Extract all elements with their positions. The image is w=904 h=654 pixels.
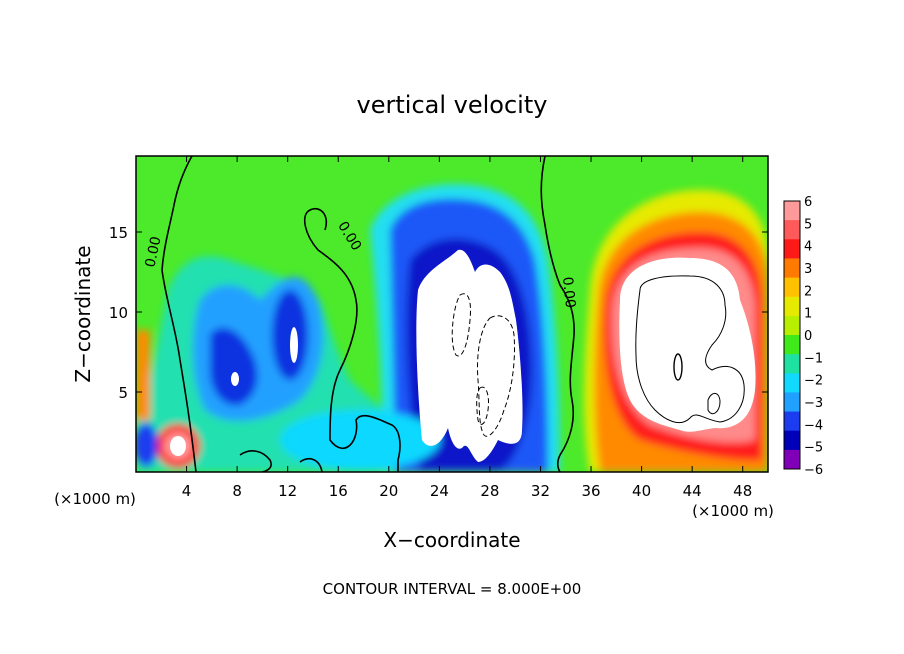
field-cyan-bottom xyxy=(280,410,440,470)
colorbar-label: 4 xyxy=(804,240,812,255)
contour-label: 0.00 xyxy=(143,235,165,269)
x-tick-label: 24 xyxy=(430,482,449,500)
contour-zero-left xyxy=(161,156,197,472)
colorbar-label: −4 xyxy=(804,418,823,433)
x-tick-label: 40 xyxy=(632,482,651,500)
x-tick-label: 20 xyxy=(379,482,398,500)
colorbar-swatch xyxy=(784,296,800,317)
dashed-contour-2 xyxy=(477,315,515,437)
x-tick-label: 4 xyxy=(182,482,192,500)
x-tick-label: 36 xyxy=(581,482,600,500)
colorbar-label: 0 xyxy=(804,329,812,344)
contour-zero-mid-left xyxy=(303,208,401,472)
colorbar-swatch xyxy=(784,392,800,413)
colorbar-swatch xyxy=(784,201,800,221)
contour-interval-note: CONTOUR INTERVAL = 8.000E+00 xyxy=(323,580,582,598)
y-tick-label: 10 xyxy=(109,304,128,322)
colorbar-swatch xyxy=(784,239,800,259)
contour-zero-mid-right xyxy=(540,156,575,472)
colorbar-label: 5 xyxy=(804,217,812,232)
dashed-contour-1 xyxy=(451,293,471,357)
chart-title: vertical velocity xyxy=(357,91,548,119)
colorbar-label: −5 xyxy=(804,441,823,456)
field-white-small-right xyxy=(290,327,298,363)
x-axis-label: X−coordinate xyxy=(383,528,520,552)
colorbar-frame xyxy=(783,200,801,470)
x-tick-label: 8 xyxy=(232,482,242,500)
colorbar-swatch xyxy=(784,430,800,451)
contour-positive-right-outer xyxy=(635,275,745,423)
y-tick-label: 5 xyxy=(118,384,128,402)
plot-field: 0.00 0.000.00 xyxy=(136,156,768,472)
field-white-center xyxy=(416,249,523,462)
colorbar-swatch xyxy=(784,449,800,470)
colorbar-label: 3 xyxy=(804,262,812,277)
colorbar-label: 1 xyxy=(804,307,812,322)
x-unit-left: (×1000 m) xyxy=(54,490,136,508)
field-white-small-left xyxy=(231,372,239,386)
colorbar-label: −6 xyxy=(804,463,823,478)
field-white-bottom-left xyxy=(170,436,186,456)
x-tick-label: 32 xyxy=(531,482,550,500)
x-axis-ticks: 4 8 12 16 20 24 28 32 36 40 44 48 xyxy=(182,156,752,500)
colorbar-label: −2 xyxy=(804,374,823,389)
contour-positive-right-inner xyxy=(673,353,683,381)
field-deepblue-right-core xyxy=(272,290,308,380)
colorbar-swatch xyxy=(784,258,800,279)
field-blue-bottom-left xyxy=(136,423,158,467)
x-tick-label: 28 xyxy=(480,482,499,500)
colorbar-swatch xyxy=(784,411,800,432)
x-tick-label: 48 xyxy=(733,482,752,500)
y-axis-ticks: 5 10 15 xyxy=(109,224,768,402)
colorbar-swatch xyxy=(784,277,800,298)
x-tick-label: 44 xyxy=(683,482,702,500)
y-axis-label: Z−coordinate xyxy=(71,245,95,382)
plot-frame xyxy=(135,155,769,473)
contour-positive-right-lobe xyxy=(707,393,721,415)
colorbar-swatch xyxy=(784,335,800,355)
contour-label: 0.00 xyxy=(559,276,578,309)
y-tick-label: 15 xyxy=(109,224,128,242)
colorbar-label: 2 xyxy=(804,284,812,299)
colorbar-label: 6 xyxy=(804,195,812,210)
dashed-contour-3 xyxy=(476,386,489,425)
colorbar-swatch xyxy=(784,315,800,336)
colorbar-label: −3 xyxy=(804,396,823,411)
colorbar-swatch xyxy=(784,373,800,393)
field-white-right xyxy=(619,257,756,432)
field-deepblue-left xyxy=(210,327,258,406)
colorbar-swatch xyxy=(784,354,800,374)
contour-lines xyxy=(161,156,745,472)
field-orange-left-edge xyxy=(136,330,150,420)
colorbar: 6 5 4 3 2 1 0 −1 −2 −3 −4 −5 −6 xyxy=(783,195,823,478)
colorbar-swatch xyxy=(784,220,800,240)
x-tick-label: 12 xyxy=(278,482,297,500)
x-tick-label: 16 xyxy=(329,482,348,500)
colorbar-label: −1 xyxy=(804,351,823,366)
dashed-contours xyxy=(451,293,515,437)
x-unit-right: (×1000 m) xyxy=(692,502,774,520)
